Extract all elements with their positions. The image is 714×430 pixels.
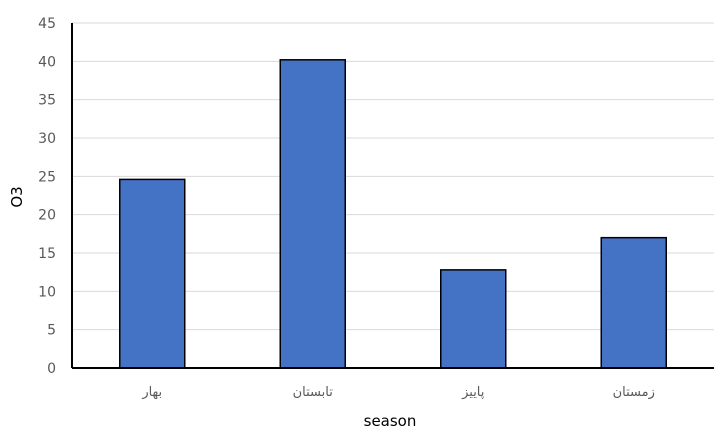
- bar: [119, 178, 186, 369]
- y-tick-labels: 0 5 10 15 20 25 30 35 40 45: [38, 16, 56, 377]
- y-tick-label: 35: [38, 93, 56, 109]
- bars: [119, 59, 667, 369]
- x-tick-label: پاییز: [461, 385, 485, 400]
- y-tick-label: 15: [38, 246, 56, 262]
- y-tick-label: 45: [38, 16, 56, 32]
- x-tick-label: زمستان: [613, 385, 655, 400]
- bar: [279, 59, 346, 369]
- y-tick-label: 40: [38, 54, 56, 70]
- x-axis-title: season: [364, 412, 417, 430]
- y-tick-label: 5: [47, 323, 56, 339]
- x-tick-label: بهار: [141, 385, 162, 400]
- x-tick-label: تابستان: [293, 385, 334, 400]
- y-tick-label: 10: [38, 284, 56, 300]
- y-tick-label: 0: [47, 361, 56, 377]
- bar: [600, 236, 667, 369]
- y-tick-label: 25: [38, 169, 56, 185]
- y-tick-label: 20: [38, 208, 56, 224]
- y-tick-label: 30: [38, 131, 56, 147]
- x-tick-labels: بهار تابستان پاییز زمستان: [141, 385, 655, 400]
- bar: [440, 269, 507, 369]
- y-axis-title: O3: [8, 186, 26, 207]
